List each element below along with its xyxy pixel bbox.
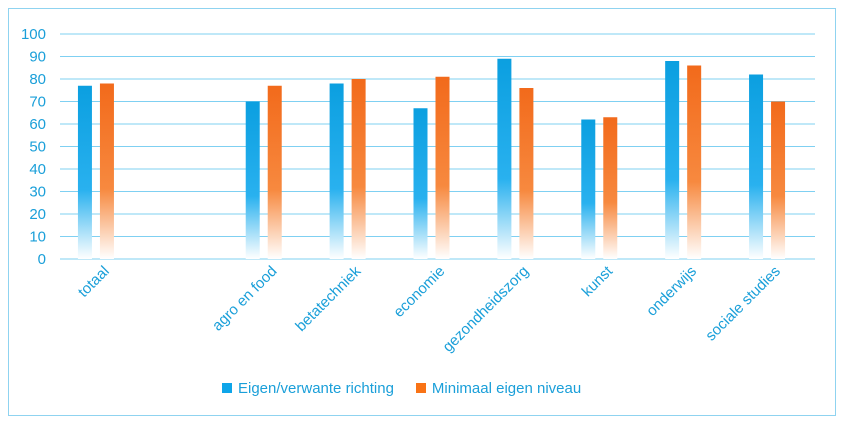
y-tick-label: 0 <box>38 251 46 268</box>
bar-eigen-richting <box>497 58 512 259</box>
y-tick-label: 30 <box>29 184 46 201</box>
bar-minimaal-niveau <box>771 101 786 259</box>
y-tick-label: 90 <box>29 49 46 66</box>
bar-eigen-richting <box>665 61 680 259</box>
legend-swatch-blue <box>222 383 232 393</box>
x-tick-label: gezondheidszorg <box>439 263 532 356</box>
x-tick-label: onderwijs <box>643 263 700 320</box>
legend-swatch-orange <box>415 383 426 393</box>
legend: Eigen/verwante richting Minimaal eigen n… <box>222 378 642 398</box>
legend-label: Minimaal eigen niveau <box>431 379 582 397</box>
y-tick-label: 70 <box>29 94 46 111</box>
bar-minimaal-niveau <box>99 83 114 259</box>
y-axis-ticks: 0 10 20 30 40 50 60 70 80 90 100 <box>21 26 46 268</box>
x-tick-label: totaal <box>75 263 113 301</box>
bars <box>77 58 786 259</box>
y-tick-label: 60 <box>29 116 46 133</box>
x-tick-label: sociale studies <box>702 263 784 345</box>
bar-eigen-richting <box>245 101 260 259</box>
y-tick-label: 100 <box>21 26 46 43</box>
legend-label: Eigen/verwante richting <box>238 379 394 397</box>
y-tick-label: 20 <box>29 206 46 223</box>
x-tick-label: kunst <box>579 262 617 300</box>
bar-eigen-richting <box>413 108 428 259</box>
bar-eigen-richting <box>329 83 344 259</box>
x-tick-label: agro en food <box>209 263 281 335</box>
bar-eigen-richting <box>749 74 764 259</box>
bar-minimaal-niveau <box>519 88 534 259</box>
x-tick-label: economie <box>390 263 448 321</box>
x-axis-ticks: totaal agro en food betatechniek economiege… <box>75 262 784 355</box>
bar-eigen-richting <box>77 85 92 259</box>
bar-minimaal-niveau <box>351 79 366 259</box>
bar-minimaal-niveau <box>267 85 282 259</box>
y-tick-label: 10 <box>29 229 46 246</box>
bar-minimaal-niveau <box>687 65 702 259</box>
bar-minimaal-niveau <box>603 117 618 259</box>
x-tick-label: betatechniek <box>292 262 365 335</box>
legend-item-niveau: Minimaal eigen niveau <box>415 379 582 397</box>
y-tick-label: 40 <box>29 161 46 178</box>
bar-eigen-richting <box>581 119 596 259</box>
bar-minimaal-niveau <box>435 76 450 259</box>
y-tick-label: 50 <box>29 139 46 156</box>
legend-item-eigen: Eigen/verwante richting <box>222 380 394 397</box>
y-tick-label: 80 <box>29 71 46 88</box>
